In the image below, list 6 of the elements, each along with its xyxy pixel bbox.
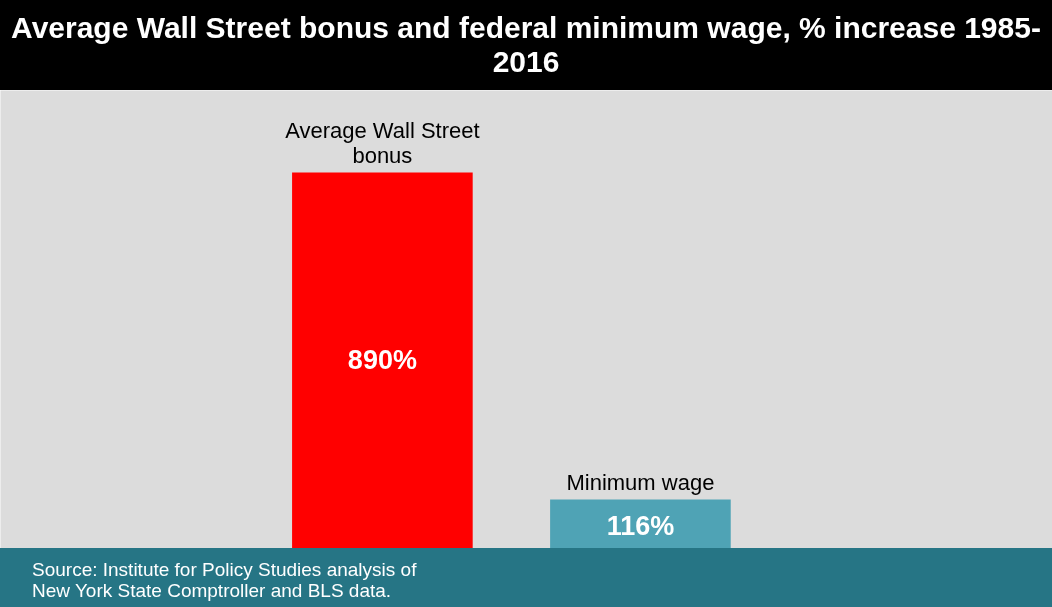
x-tick-label: Average Wall Street bonus xyxy=(285,118,480,169)
data-label: 116% xyxy=(606,511,675,542)
x-tick-label: Minimum wage xyxy=(566,470,715,496)
data-label: 890% xyxy=(347,345,417,376)
chart-title: Average Wall Street bonus and federal minimum wage, % increase 1985-2016 xyxy=(0,0,1052,90)
source-note: Source: Institute for Policy Studies analysis of New York State Comptroller and BLS data. xyxy=(0,548,1052,607)
